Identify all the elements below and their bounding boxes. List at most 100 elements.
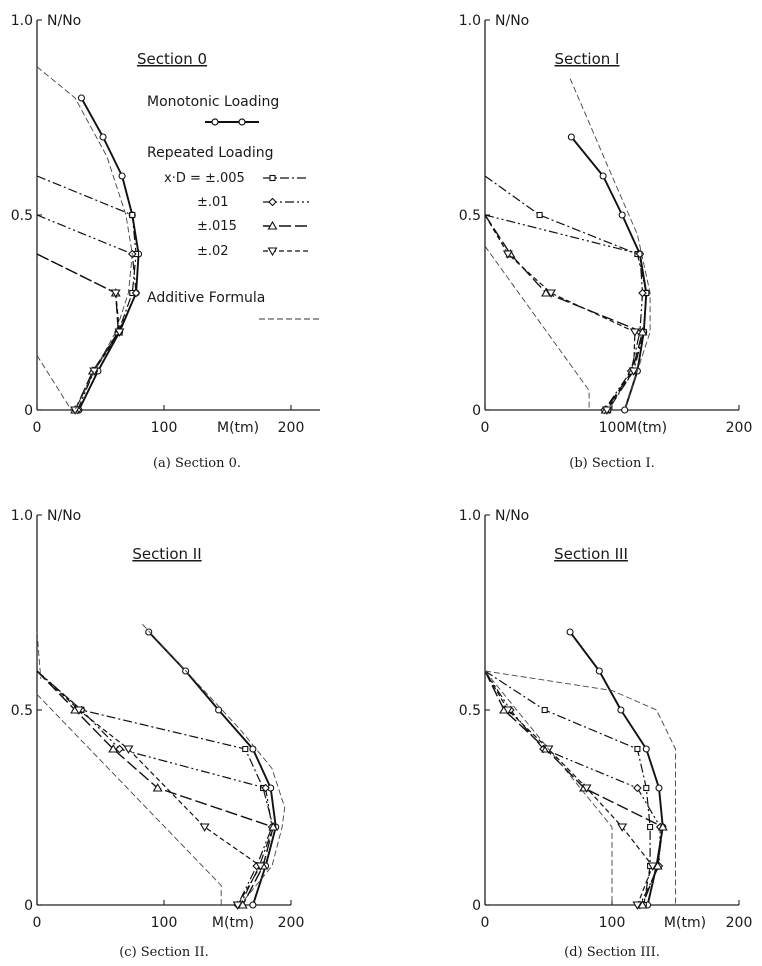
x-axis-label: M(tm) bbox=[664, 915, 706, 931]
x-axis-label: M(tm) bbox=[212, 915, 254, 931]
data-point-s02 bbox=[110, 289, 121, 298]
legend-entry-01: ±.01 bbox=[197, 195, 229, 210]
legend-entry-015: ±.015 bbox=[197, 219, 237, 234]
panel-section-iii: N/No M(tm) Section III (d) Section III. … bbox=[459, 508, 753, 960]
legend-monotonic-label: Monotonic Loading bbox=[147, 94, 279, 110]
panel-caption: (b) Section I. bbox=[569, 456, 654, 471]
panel-title: Section II bbox=[132, 545, 201, 563]
data-point-s005 bbox=[647, 823, 654, 831]
series-line-s02 bbox=[36, 253, 121, 411]
panel-caption: (d) Section III. bbox=[564, 945, 660, 960]
series-line-mono bbox=[75, 97, 140, 411]
y-axis-label: N/No bbox=[47, 13, 81, 29]
data-point-s02 bbox=[70, 406, 81, 415]
axis-ticks: 0 100 200 0 0.5 1.0 bbox=[459, 508, 753, 931]
legend-entry-02: ±.02 bbox=[197, 244, 229, 259]
series-group bbox=[36, 66, 143, 415]
data-point-mono bbox=[595, 667, 603, 675]
series-line-add bbox=[484, 245, 590, 410]
legend-marker-005 bbox=[269, 174, 276, 182]
legend: Monotonic Loading Repeated Loading x·D =… bbox=[147, 94, 319, 320]
panel-title: Section III bbox=[554, 545, 628, 563]
series-line-s005 bbox=[484, 670, 651, 906]
data-point-mono bbox=[215, 706, 223, 714]
x-tick-label: 100 bbox=[599, 915, 626, 931]
data-point-s02 bbox=[581, 784, 592, 793]
series-group bbox=[484, 78, 651, 415]
data-point-mono bbox=[599, 172, 607, 180]
series-line-add bbox=[36, 355, 72, 411]
legend-entry-005: x·D = ±.005 bbox=[164, 171, 245, 186]
data-point-mono bbox=[642, 745, 650, 753]
axis-ticks: 0 100 200 0 0.5 1.0 bbox=[459, 13, 753, 436]
panel-section-ii: N/No M(tm) Section II (c) Section II. 0 1… bbox=[11, 508, 305, 960]
series-line-s015 bbox=[484, 214, 644, 411]
legend-repeated-label: Repeated Loading bbox=[147, 145, 273, 161]
series-line-add bbox=[36, 694, 222, 905]
legend-marker-015 bbox=[267, 220, 278, 230]
series-line-s005 bbox=[484, 175, 647, 411]
series-line-mono bbox=[569, 631, 664, 906]
legend-monotonic-marker bbox=[211, 118, 219, 126]
data-point-s015 bbox=[268, 822, 279, 831]
data-point-s02 bbox=[601, 406, 612, 415]
data-point-s005 bbox=[643, 784, 650, 792]
data-point-s01 bbox=[633, 783, 642, 793]
data-point-mono bbox=[249, 745, 257, 753]
data-point-s02 bbox=[114, 328, 125, 337]
y-tick-label: 0 bbox=[24, 403, 33, 419]
data-point-s02 bbox=[73, 706, 84, 715]
data-point-mono bbox=[617, 706, 625, 714]
series-line-add bbox=[36, 631, 42, 679]
panel-title: Section 0 bbox=[137, 50, 207, 68]
data-point-s01 bbox=[115, 744, 124, 754]
data-point-s02 bbox=[546, 289, 557, 298]
data-point-s005 bbox=[541, 706, 548, 714]
data-point-s02 bbox=[89, 367, 100, 376]
series-group bbox=[484, 628, 676, 910]
series-line-s02 bbox=[484, 214, 636, 411]
x-axis-label: M(tm) bbox=[625, 420, 667, 436]
y-tick-label: 1.0 bbox=[11, 13, 33, 29]
data-point-mono bbox=[618, 211, 626, 219]
data-point-s015 bbox=[108, 744, 119, 753]
x-tick-label: 100 bbox=[599, 420, 626, 436]
y-tick-label: 1.0 bbox=[459, 508, 481, 524]
panel-caption: (a) Section 0. bbox=[153, 456, 241, 471]
data-point-s02 bbox=[632, 901, 643, 910]
series-line-mono bbox=[570, 136, 648, 411]
data-point-s005 bbox=[634, 745, 641, 753]
y-axis-label: N/No bbox=[495, 508, 529, 524]
legend-additive-label: Additive Formula bbox=[147, 290, 265, 306]
data-point-mono bbox=[99, 133, 107, 141]
y-tick-label: 0 bbox=[472, 403, 481, 419]
x-tick-label: 0 bbox=[481, 915, 490, 931]
series-line-mono bbox=[148, 631, 277, 906]
legend-marker-01 bbox=[268, 197, 277, 207]
series-line-s005 bbox=[36, 175, 137, 411]
x-tick-label: 200 bbox=[278, 420, 305, 436]
data-point-s01 bbox=[638, 288, 647, 298]
legend-marker-02 bbox=[267, 247, 278, 257]
y-tick-label: 0.5 bbox=[11, 208, 33, 224]
data-point-s02 bbox=[629, 328, 640, 337]
data-point-s015 bbox=[657, 822, 668, 831]
y-tick-label: 1.0 bbox=[459, 13, 481, 29]
data-point-s005 bbox=[242, 745, 249, 753]
data-point-s015 bbox=[637, 327, 648, 336]
data-point-s01 bbox=[261, 783, 270, 793]
data-point-s02 bbox=[255, 862, 266, 871]
data-point-s02 bbox=[199, 823, 210, 832]
x-tick-label: 0 bbox=[481, 420, 490, 436]
x-tick-label: 0 bbox=[33, 420, 42, 436]
axis-ticks: 0 100 200 0 0.5 1.0 bbox=[11, 13, 305, 436]
x-tick-label: 200 bbox=[278, 915, 305, 931]
data-point-mono bbox=[566, 628, 574, 636]
data-point-mono bbox=[77, 94, 86, 102]
x-tick-label: 200 bbox=[726, 915, 753, 931]
data-point-mono bbox=[621, 406, 629, 414]
x-tick-label: 0 bbox=[33, 915, 42, 931]
y-tick-label: 0 bbox=[24, 898, 33, 914]
data-point-s02 bbox=[628, 367, 639, 376]
series-line-s015 bbox=[36, 253, 119, 411]
